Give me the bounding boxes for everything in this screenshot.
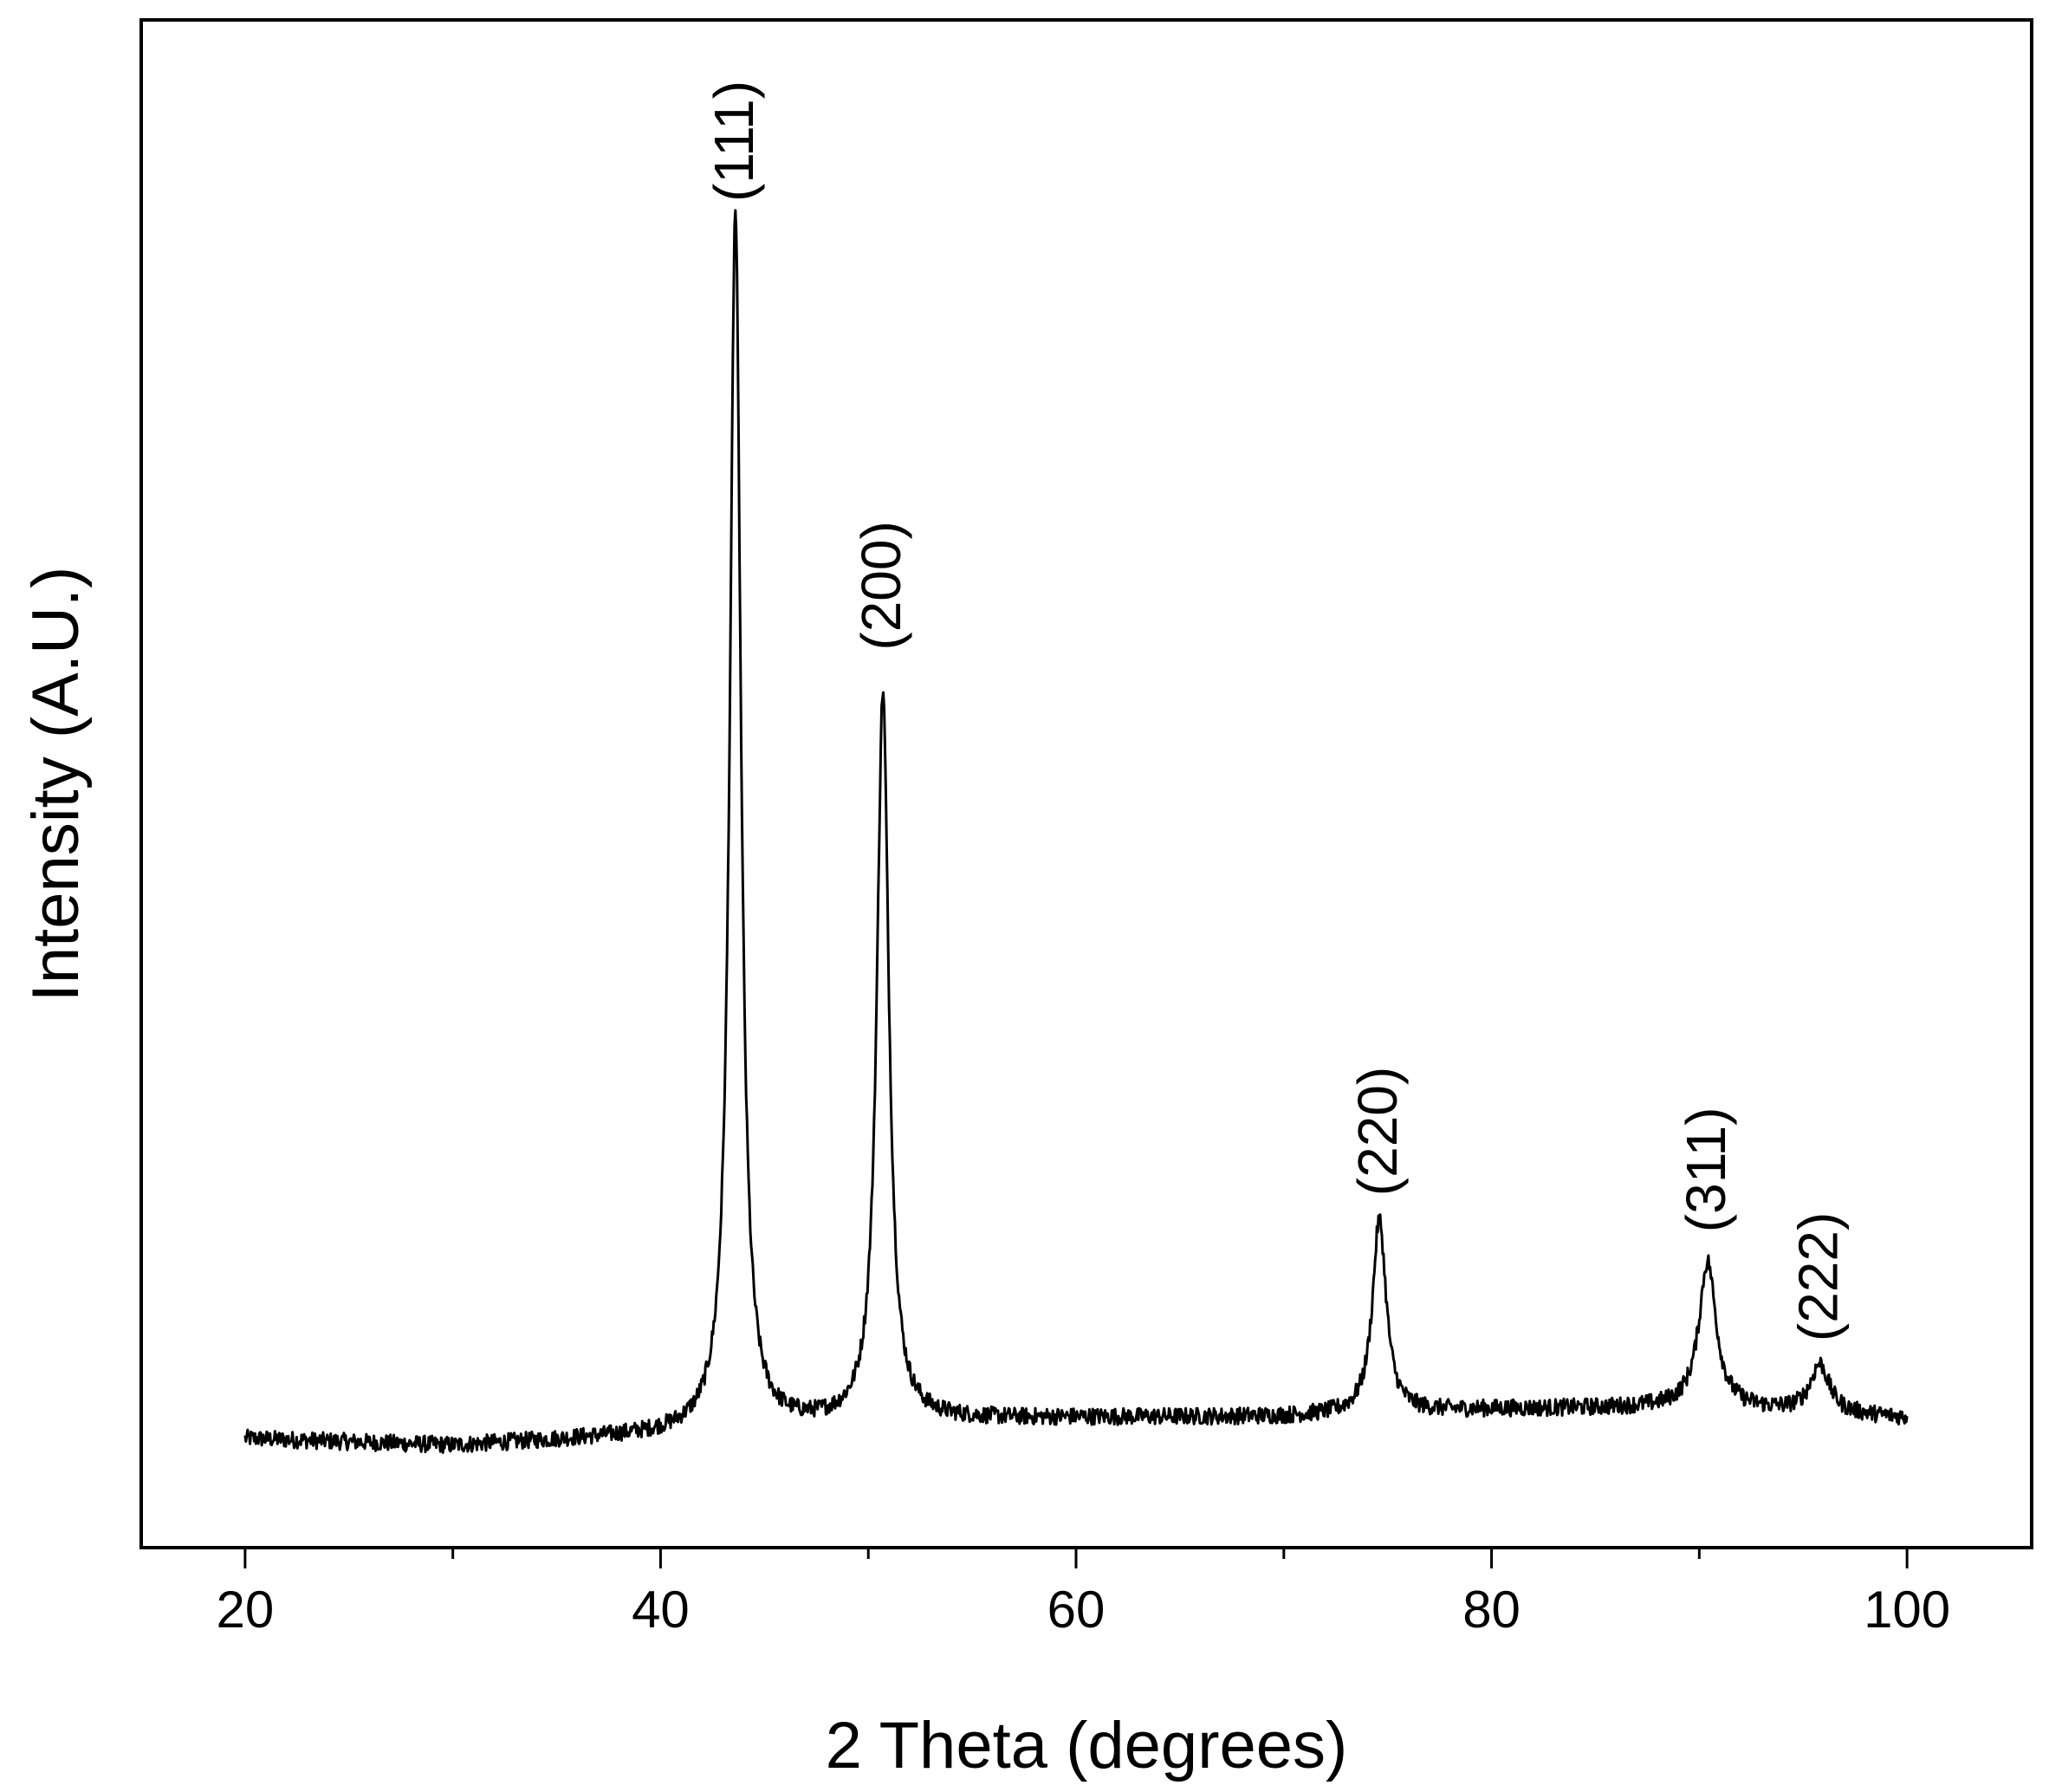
x-tick-label: 40 [632, 1581, 690, 1639]
y-axis-title: Intensity (A.U.) [19, 567, 93, 1003]
x-tick-label: 60 [1047, 1581, 1106, 1639]
diffraction-pattern-line [243, 209, 1909, 1454]
x-tick-label: 20 [217, 1581, 275, 1639]
x-axis-tick-labels: 20 40 60 80 100 [217, 1581, 1951, 1639]
x-tick-label: 80 [1462, 1581, 1521, 1639]
x-tick-label: 100 [1864, 1581, 1950, 1639]
peak-label: (222) [1786, 1212, 1849, 1341]
x-axis-ticks [243, 1548, 1909, 1568]
plot-frame [139, 18, 2033, 1549]
x-axis-title: 2 Theta (degrees) [826, 1709, 1348, 1782]
peak-label: (111) [703, 81, 765, 202]
peak-label: (311) [1675, 1107, 1737, 1233]
peak-label: (200) [850, 521, 912, 650]
peak-label: (220) [1346, 1067, 1409, 1196]
peak-labels: (111) (200) (220) (311) (222) [703, 81, 1850, 1341]
